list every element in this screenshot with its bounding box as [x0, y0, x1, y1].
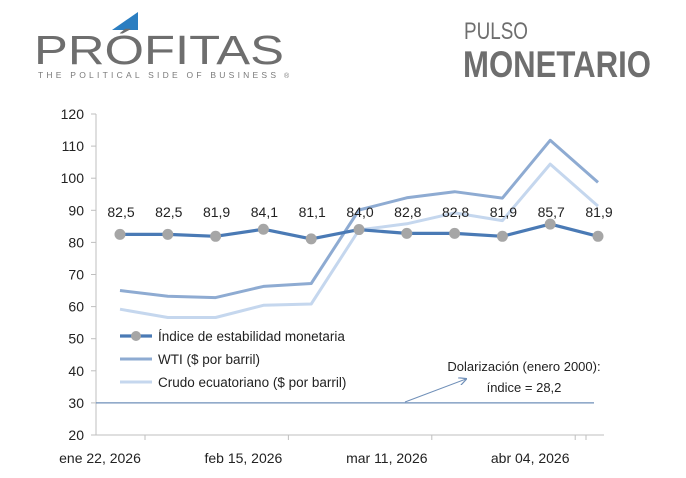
x-tick-label: feb 15, 2026	[204, 450, 282, 466]
logo-pulso: PULSO	[464, 18, 528, 45]
index-data-label: 81,1	[299, 204, 326, 220]
y-tick-label: 100	[61, 170, 85, 186]
annotation-line-2: índice = 28,2	[487, 380, 562, 395]
index-data-label: 84,1	[251, 204, 278, 220]
index-point	[544, 218, 556, 230]
legend: Índice de estabilidad monetaria WTI ($ po…	[120, 329, 346, 390]
index-data-label: 82,8	[442, 204, 469, 220]
legend-wti-label: WTI ($ por barril)	[158, 352, 260, 367]
chart-series	[114, 138, 604, 319]
pulso-monetario-logo: PULSO MONETARIO	[463, 18, 651, 84]
index-point	[401, 227, 413, 239]
index-point	[210, 230, 222, 242]
y-tick-label: 90	[68, 202, 84, 218]
y-tick-label: 30	[68, 395, 84, 411]
y-tick-label: 120	[61, 106, 85, 122]
index-data-label: 82,5	[155, 204, 182, 220]
x-tick-label: abr 04, 2026	[491, 450, 570, 466]
y-tick-label: 50	[68, 331, 84, 347]
index-point	[496, 230, 508, 242]
y-tick-label: 110	[62, 138, 85, 154]
logo-accent-triangle	[112, 12, 138, 30]
index-point	[305, 233, 317, 245]
annotation-arrow	[404, 379, 466, 403]
legend-index-marker	[131, 331, 141, 341]
y-tick-label: 80	[68, 234, 84, 250]
logo-registered-mark: ®	[284, 72, 290, 80]
index-data-label: 81,9	[490, 204, 517, 220]
chart-axes: 20 30 40 50 60 70 80 90 100 110 120 ene 22, 2026 feb…	[59, 106, 604, 466]
index-point	[114, 228, 126, 240]
crude-series-line	[119, 162, 599, 319]
index-data-label: 82,5	[107, 204, 134, 220]
x-tick-label: ene 22, 2026	[59, 450, 141, 466]
logo-tagline: THE POLITICAL SIDE OF BUSINESS	[38, 70, 276, 80]
legend-index-label: Índice de estabilidad monetaria	[158, 329, 345, 344]
legend-crude-label: Crudo ecuatoriano ($ por barril)	[158, 375, 346, 390]
y-tick-label: 40	[68, 363, 84, 379]
wti-series-line	[119, 138, 599, 300]
index-data-label: 82,8	[394, 204, 421, 220]
logo-wordmark: PRÓFITAS	[34, 27, 284, 73]
index-point	[162, 228, 174, 240]
index-data-label: 81,9	[585, 204, 612, 220]
profitas-logo: PRÓFITAS THE POLITICAL SIDE OF BUSINESS …	[34, 12, 290, 80]
annotation-line-1: Dolarización (enero 2000):	[447, 359, 600, 374]
index-point	[257, 223, 269, 235]
logo-monetario: MONETARIO	[463, 44, 651, 84]
index-data-label: 81,9	[203, 204, 230, 220]
index-point	[353, 224, 365, 236]
index-point	[449, 227, 461, 239]
y-tick-label: 60	[68, 299, 84, 315]
x-tick-label: mar 11, 2026	[346, 450, 428, 466]
data-labels: 82,5 82,5 81,9 84,1 81,1 84,0 82,8 82,8 81,9 85,7…	[107, 204, 612, 220]
index-point	[592, 230, 604, 242]
annotation: Dolarización (enero 2000): índice = 28,2	[404, 359, 601, 403]
index-data-label: 85,7	[538, 204, 565, 220]
index-data-label: 84,0	[346, 204, 373, 220]
y-tick-label: 20	[68, 427, 84, 443]
y-tick-label: 70	[68, 267, 84, 283]
